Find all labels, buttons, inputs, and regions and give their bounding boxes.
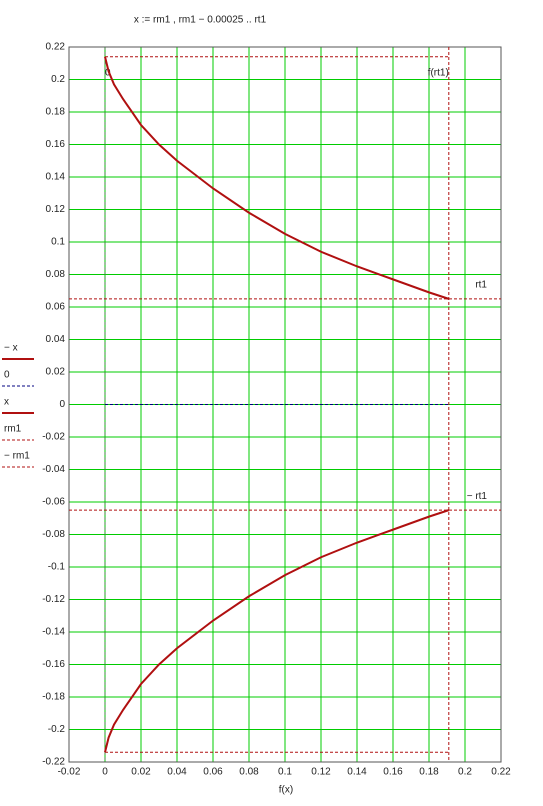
marker-label: f(rt1) [428, 68, 449, 79]
y-tick-label: 0.22 [46, 42, 66, 53]
legend-label: 0 [4, 370, 10, 381]
y-tick-label: -0.04 [42, 464, 65, 475]
y-tick-label: 0.18 [46, 107, 66, 118]
y-tick-label: -0.14 [42, 627, 65, 638]
y-tick-label: -0.2 [48, 724, 66, 735]
x-tick-label: 0.02 [131, 767, 151, 778]
x-tick-label: -0.02 [58, 767, 81, 778]
y-tick-label: -0.18 [42, 692, 65, 703]
y-tick-label: -0.08 [42, 529, 65, 540]
x-tick-label: 0.08 [239, 767, 259, 778]
chart-title: x := rm1 , rm1 − 0.00025 .. rt1 [134, 15, 267, 26]
y-tick-label: -0.22 [42, 757, 65, 768]
y-tick-label: 0.06 [46, 302, 66, 313]
y-tick-label: -0.12 [42, 594, 65, 605]
y-tick-label: 0.04 [46, 334, 66, 345]
y-tick-label: 0.02 [46, 367, 66, 378]
x-tick-label: 0 [102, 767, 108, 778]
x-tick-label: 0.04 [167, 767, 187, 778]
legend-label: x [4, 397, 9, 408]
y-tick-label: -0.1 [48, 562, 66, 573]
y-tick-label: 0.12 [46, 204, 66, 215]
legend-label: − rm1 [4, 451, 30, 462]
y-tick-label: 0 [59, 399, 65, 410]
y-tick-label: 0.08 [46, 269, 66, 280]
x-tick-label: 0.12 [311, 767, 331, 778]
x-tick-label: 0.14 [347, 767, 367, 778]
y-tick-label: -0.16 [42, 659, 65, 670]
x-tick-label: 0.1 [278, 767, 292, 778]
marker-label: rt1 [475, 280, 487, 291]
series-line [104, 56, 450, 300]
x-tick-label: 0.2 [458, 767, 472, 778]
plot-frame [68, 46, 502, 763]
marker-label: 0 [105, 68, 111, 79]
series-line [104, 509, 450, 753]
y-tick-label: 0.16 [46, 139, 66, 150]
x-tick-label: 0.18 [419, 767, 439, 778]
x-axis-label: f(x) [279, 785, 293, 796]
x-tick-label: 0.06 [203, 767, 223, 778]
y-tick-label: -0.02 [42, 432, 65, 443]
y-tick-label: 0.1 [51, 237, 65, 248]
legend-label: rm1 [4, 424, 22, 435]
y-tick-label: -0.06 [42, 497, 65, 508]
y-tick-label: 0.2 [51, 74, 65, 85]
marker-label: − rt1 [467, 491, 488, 502]
legend-label: − x [4, 343, 18, 354]
x-tick-label: 0.22 [491, 767, 511, 778]
x-tick-label: 0.16 [383, 767, 403, 778]
y-tick-label: 0.14 [46, 172, 66, 183]
